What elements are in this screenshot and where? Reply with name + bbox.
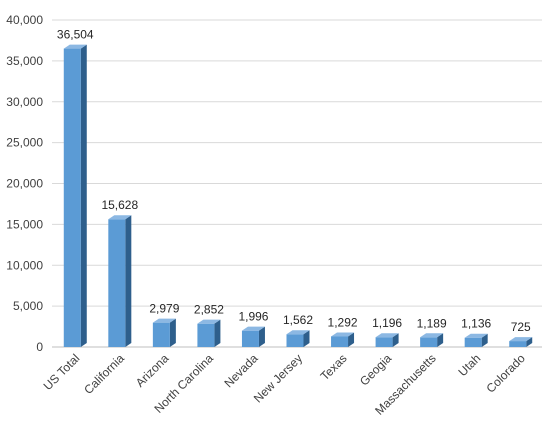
x-category-label: Utah: [455, 351, 483, 379]
x-category-label: Nevada: [221, 351, 260, 390]
data-label: 1,136: [461, 317, 491, 331]
bar-top: [152, 318, 176, 323]
bar: [375, 333, 399, 347]
x-category-label: Arizona: [133, 351, 172, 390]
y-tick-label: 10,000: [6, 258, 43, 272]
y-tick-label: 5,000: [13, 299, 43, 313]
bar-front: [420, 337, 438, 347]
bar-top: [420, 333, 444, 338]
gridlines: [52, 19, 542, 348]
bar: [197, 319, 221, 347]
data-label: 1,189: [417, 316, 447, 330]
bar-front: [197, 323, 215, 347]
y-tick-label: 35,000: [6, 54, 43, 68]
data-labels: 36,504 15,628 2,979 2,852 1,996 1,562 1,292 1,1…: [57, 28, 531, 334]
y-tick-label: 15,000: [6, 217, 43, 231]
bar-front: [108, 219, 126, 347]
bar-side: [348, 332, 355, 347]
bar: [331, 332, 355, 347]
bar-side: [392, 333, 399, 347]
bar-top: [331, 332, 355, 337]
data-label: 1,562: [283, 313, 313, 327]
bars: [63, 44, 533, 347]
y-tick-label: 25,000: [6, 136, 43, 150]
x-category-label: Geogia: [357, 351, 394, 388]
y-tick-label: 30,000: [6, 95, 43, 109]
x-category-label: US Total: [41, 351, 83, 393]
bar-side: [258, 326, 265, 347]
x-category-label: Colorado: [484, 351, 529, 396]
bar-top: [464, 333, 488, 338]
bar-side: [169, 318, 176, 347]
bar: [63, 44, 87, 347]
bar-front: [509, 341, 527, 347]
bar-side: [125, 215, 132, 347]
bar-top: [286, 330, 310, 335]
x-category-label: California: [81, 351, 127, 397]
y-axis-ticks: 0 5,000 10,000 15,000 20,000 25,000 30,000 35,0…: [6, 13, 43, 354]
data-label: 15,628: [101, 198, 138, 212]
data-label: 36,504: [57, 28, 94, 42]
bar-top: [509, 337, 533, 342]
x-category-label: New Jersey: [251, 351, 305, 405]
bar-front: [464, 337, 482, 347]
bar-front: [331, 336, 349, 347]
bar-side: [481, 333, 488, 347]
bar: [509, 337, 533, 347]
bar: [420, 333, 444, 347]
bar-top: [241, 326, 265, 331]
bar: [464, 333, 488, 347]
bar-front: [375, 337, 393, 347]
data-label: 2,979: [149, 302, 179, 316]
bar-side: [303, 330, 310, 347]
y-tick-label: 20,000: [6, 177, 43, 191]
bar: [152, 318, 176, 347]
bar-top: [197, 319, 221, 324]
bar-front: [241, 330, 259, 347]
bar-side: [214, 319, 221, 347]
y-tick-label: 40,000: [6, 13, 43, 27]
bar-top: [375, 333, 399, 338]
bar: [108, 215, 132, 347]
bar: [241, 326, 265, 347]
x-category-label: Texas: [318, 351, 350, 383]
data-label: 2,852: [194, 303, 224, 317]
data-label: 1,292: [328, 315, 358, 329]
bar-front: [63, 48, 81, 347]
bar-side: [80, 44, 87, 347]
data-label: 1,996: [238, 310, 268, 324]
bar-front: [152, 322, 170, 347]
bar-front: [286, 334, 304, 347]
bar-top: [63, 44, 87, 49]
bar: [286, 330, 310, 347]
y-tick-label: 0: [36, 340, 43, 354]
bar-side: [526, 337, 533, 347]
bar-side: [437, 333, 444, 347]
data-label: 1,196: [372, 316, 402, 330]
bar-top: [108, 215, 132, 220]
data-label: 725: [511, 320, 531, 334]
